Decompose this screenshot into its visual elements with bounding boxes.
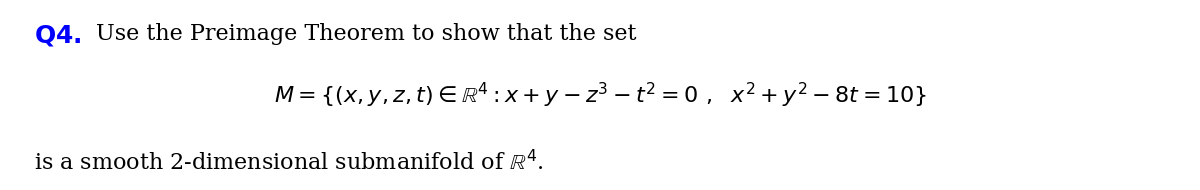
Text: $\mathbf{Q4.}$: $\mathbf{Q4.}$ <box>34 23 82 48</box>
Text: Use the Preimage Theorem to show that the set: Use the Preimage Theorem to show that th… <box>96 23 636 45</box>
Text: is a smooth 2-dimensional submanifold of $\mathbb{R}^4$.: is a smooth 2-dimensional submanifold of… <box>34 150 544 175</box>
Text: $M = \{(x, y, z, t) \in \mathbb{R}^4 : x + y - z^3 - t^2 = 0\ ,\ \ x^2 + y^2 - 8: $M = \{(x, y, z, t) \in \mathbb{R}^4 : x… <box>274 80 926 110</box>
